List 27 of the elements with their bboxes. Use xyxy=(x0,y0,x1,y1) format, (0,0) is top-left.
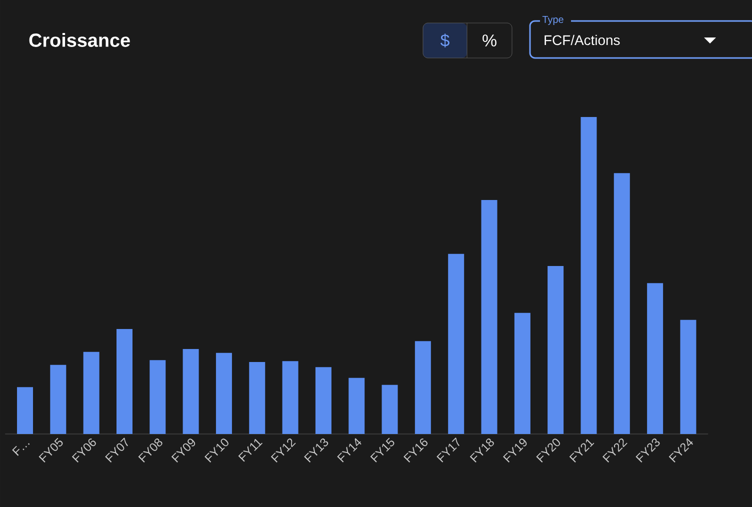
bar xyxy=(348,378,365,434)
bar xyxy=(514,312,530,434)
bar xyxy=(680,320,696,434)
bar xyxy=(17,387,34,434)
bar xyxy=(580,116,597,434)
bar xyxy=(614,173,630,434)
bar xyxy=(315,367,332,434)
chart-title: Croissance xyxy=(29,33,130,47)
bar xyxy=(50,364,66,434)
text: Type xyxy=(542,16,564,25)
bar xyxy=(249,362,266,434)
bar xyxy=(282,361,298,434)
bar xyxy=(448,254,464,434)
bar xyxy=(116,329,132,434)
bar xyxy=(647,283,664,434)
bar xyxy=(216,352,232,434)
text: % xyxy=(482,34,496,46)
bar xyxy=(83,352,100,434)
bar xyxy=(548,266,564,434)
bar xyxy=(150,360,166,434)
x-tick-label: F… xyxy=(12,443,30,456)
bar xyxy=(382,384,398,434)
text: $ xyxy=(440,34,450,48)
text: FCF/Actions xyxy=(544,34,620,46)
bar xyxy=(481,200,498,434)
bar xyxy=(182,349,199,434)
bar xyxy=(414,341,431,434)
